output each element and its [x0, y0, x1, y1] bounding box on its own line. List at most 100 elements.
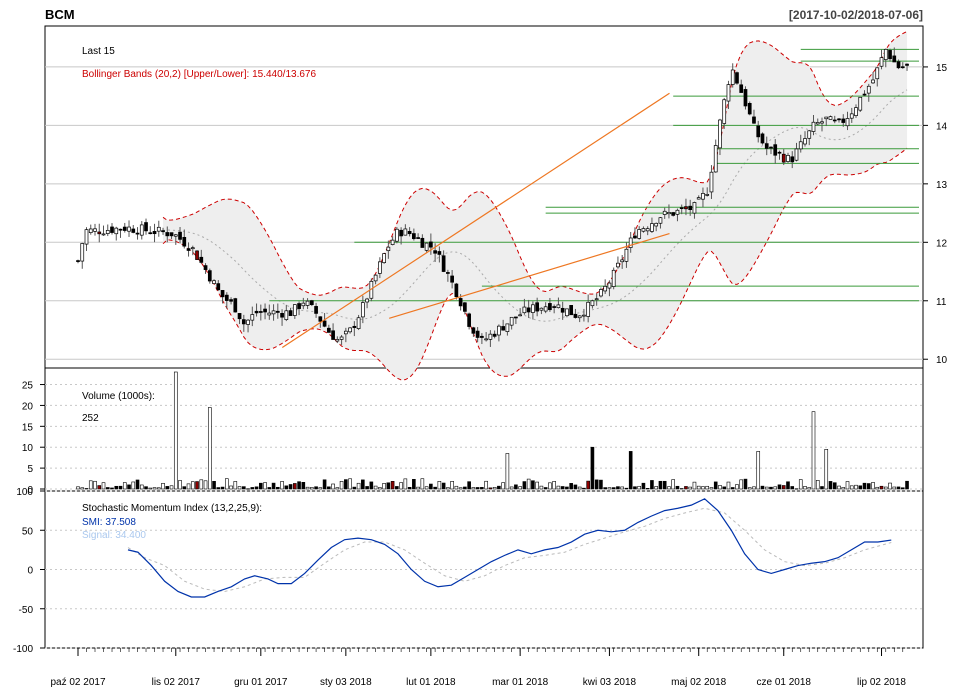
candle-body	[199, 256, 204, 263]
candle-body	[526, 307, 531, 313]
volume-bar	[118, 485, 123, 490]
candle-body	[97, 231, 102, 235]
candle-body	[815, 122, 820, 125]
volume-bar	[607, 487, 612, 490]
candle-body	[871, 79, 875, 84]
candle-body	[263, 308, 267, 313]
date-range: [2017-10-02/2018-07-06]	[789, 8, 923, 22]
volume-bar	[322, 479, 327, 490]
volume-bar	[790, 486, 795, 490]
volume-bar	[293, 483, 297, 490]
price-tick-label: 13	[936, 180, 948, 191]
candle-body	[80, 243, 85, 262]
signal-label: Signal: 34.400	[82, 530, 146, 541]
candle-body	[832, 119, 837, 122]
x-tick-label: paź 02 2017	[50, 677, 105, 688]
volume-bar	[267, 487, 272, 490]
candle-body	[756, 125, 761, 138]
volume-bar	[599, 479, 603, 490]
candle-body	[888, 50, 892, 60]
volume-tick-label: 0	[27, 485, 33, 496]
candle-body	[616, 262, 620, 268]
candle-body	[110, 226, 114, 233]
volume-bar	[407, 486, 412, 490]
volume-bar	[798, 479, 803, 490]
volume-bar	[173, 371, 178, 490]
volume-bar	[441, 482, 446, 490]
candle-body	[122, 226, 127, 231]
candle-body	[662, 210, 667, 215]
volume-bar	[80, 487, 85, 490]
volume-bar	[713, 481, 718, 490]
volume-bar	[182, 486, 187, 490]
volume-bar	[84, 488, 89, 490]
candle-body	[229, 299, 233, 302]
candle-body	[152, 231, 157, 235]
volume-bar	[110, 487, 114, 490]
candle-body	[709, 171, 714, 193]
volume-bar	[271, 482, 276, 490]
candle-body	[900, 66, 905, 69]
candle-body	[845, 118, 850, 127]
candle-body	[794, 148, 799, 161]
volume-tick-label: 25	[22, 381, 34, 392]
volume-bar	[186, 483, 191, 490]
volume-bar	[93, 480, 97, 490]
volume-bar	[862, 482, 867, 490]
candle-body	[441, 255, 446, 272]
volume-bar	[399, 482, 403, 490]
candle-body	[352, 325, 357, 328]
volume-bar	[764, 486, 769, 490]
volume-bar	[199, 479, 204, 490]
volume-bar	[811, 411, 816, 490]
candle-body	[365, 298, 369, 303]
candle-body	[480, 335, 484, 338]
candle-body	[611, 269, 616, 287]
volume-bar	[492, 486, 497, 490]
volume-bar	[854, 484, 858, 490]
candle-body	[590, 300, 595, 307]
volume-bar	[369, 481, 374, 490]
candle-body	[790, 156, 795, 163]
candle-body	[233, 298, 238, 313]
price-tick-label: 10	[936, 355, 948, 366]
candle-body	[514, 316, 518, 319]
volume-bar	[420, 478, 425, 490]
volume-title: Volume (1000s):	[82, 391, 155, 402]
candle-body	[373, 274, 378, 282]
volume-bar	[518, 486, 522, 490]
last-label: Last 15	[82, 46, 115, 57]
candle-body	[173, 234, 178, 237]
x-tick-label: maj 02 2018	[671, 677, 726, 688]
candle-body	[713, 145, 718, 173]
candle-body	[769, 146, 773, 149]
volume-bar	[820, 486, 824, 490]
candle-body	[905, 63, 909, 66]
candle-body	[573, 313, 578, 318]
candle-body	[760, 133, 765, 144]
volume-bar	[773, 486, 778, 490]
candle-body	[292, 304, 297, 316]
candle-body	[84, 229, 89, 245]
volume-bar	[127, 484, 131, 490]
candle-body	[675, 209, 680, 215]
volume-bar	[896, 486, 901, 490]
candle-body	[190, 247, 195, 250]
candle-body	[148, 232, 153, 235]
volume-bar	[331, 483, 335, 490]
candle-body	[76, 260, 80, 262]
volume-bar	[76, 486, 80, 490]
volume-bar	[237, 486, 242, 490]
candle-body	[739, 84, 744, 93]
volume-bar	[654, 486, 658, 490]
trendline	[389, 232, 670, 319]
volume-bar	[229, 485, 233, 490]
volume-bar	[603, 487, 607, 490]
volume-bar	[701, 486, 705, 490]
volume-bar	[288, 484, 293, 490]
candle-body	[518, 314, 522, 317]
volume-bar	[573, 484, 578, 490]
candle-body	[777, 151, 782, 154]
smi-tick-label: 100	[16, 487, 33, 498]
